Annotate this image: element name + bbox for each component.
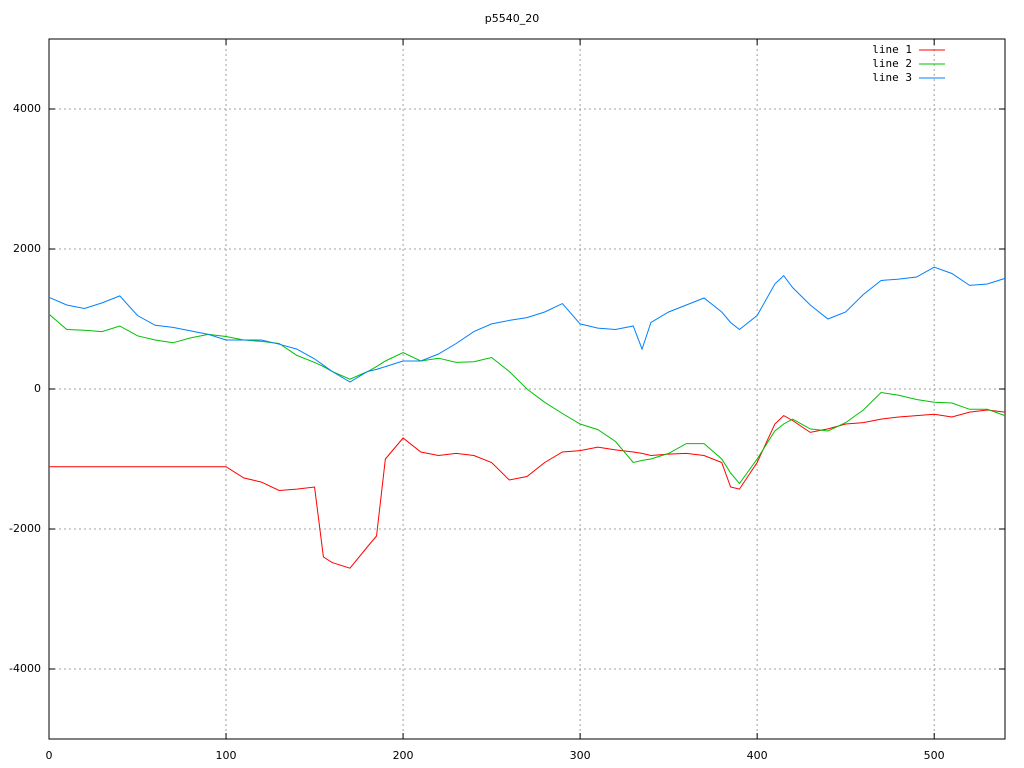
x-tick-label: 0 (46, 749, 53, 762)
y-tick-label: 2000 (13, 242, 41, 255)
data-line (49, 409, 1006, 569)
plot-border (48, 38, 1006, 740)
legend-label: line 2 (872, 57, 912, 70)
y-tick-label: 0 (34, 382, 41, 395)
y-tick-label: -4000 (9, 662, 41, 675)
legend-label: line 1 (872, 43, 912, 56)
chart-title: p5540_20 (485, 12, 539, 25)
y-tick-label: 4000 (13, 102, 41, 115)
legend-label: line 3 (872, 71, 912, 84)
x-tick-label: 100 (216, 749, 237, 762)
x-tick-label: 400 (747, 749, 768, 762)
data-line (48, 313, 1006, 485)
y-tick-label: -2000 (9, 522, 41, 535)
data-line (48, 266, 1006, 383)
x-tick-label: 200 (393, 749, 414, 762)
x-tick-label: 500 (924, 749, 945, 762)
x-tick-label: 300 (570, 749, 591, 762)
